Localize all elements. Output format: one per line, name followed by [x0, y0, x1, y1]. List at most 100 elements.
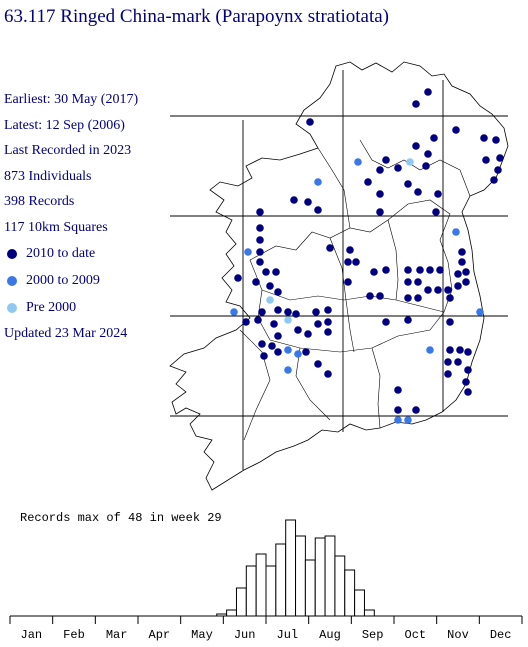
- record-dot: [406, 158, 414, 166]
- record-dot: [462, 378, 470, 386]
- record-dot: [326, 244, 334, 252]
- record-dot: [314, 178, 322, 186]
- record-dot: [314, 206, 322, 214]
- record-dot: [256, 258, 264, 266]
- record-dot: [404, 278, 412, 286]
- record-dot: [424, 286, 432, 294]
- record-dot: [284, 308, 292, 316]
- record-dot: [426, 346, 434, 354]
- record-dot: [464, 388, 472, 396]
- record-dot: [424, 150, 432, 158]
- record-dot: [394, 406, 402, 414]
- record-dot: [364, 178, 372, 186]
- month-label: May: [191, 628, 213, 642]
- record-dot: [412, 142, 420, 150]
- record-dot: [454, 270, 462, 278]
- legend-dot-icon: [7, 275, 17, 286]
- record-dot: [284, 316, 292, 324]
- month-label: Jul: [276, 628, 299, 642]
- record-dot: [382, 318, 390, 326]
- record-dot: [494, 166, 502, 174]
- record-dot: [324, 370, 332, 378]
- legend-label: 2010 to date: [26, 245, 96, 261]
- histogram-bar: [226, 609, 237, 617]
- legend-item: 2000 to 2009: [4, 267, 100, 294]
- record-dot: [404, 180, 412, 188]
- record-dot: [294, 350, 302, 358]
- record-dot: [266, 282, 274, 290]
- record-dot: [414, 278, 422, 286]
- record-dot: [462, 278, 470, 286]
- record-dot: [416, 266, 424, 274]
- record-dot: [412, 406, 420, 414]
- histogram-bar: [363, 609, 375, 617]
- histogram-title: Records max of 48 in week 29: [20, 511, 222, 525]
- squares-count: 117 10km Squares: [4, 219, 108, 235]
- record-dot: [444, 358, 452, 366]
- histogram-bar: [354, 589, 365, 617]
- record-dot: [262, 268, 270, 276]
- record-dot: [312, 308, 320, 316]
- record-dot: [492, 136, 500, 144]
- legend-item: Pre 2000: [4, 294, 100, 321]
- record-dot: [242, 318, 250, 326]
- record-dot: [376, 292, 384, 300]
- individuals-count: 873 Individuals: [4, 168, 92, 184]
- record-dot: [274, 306, 282, 314]
- weekly-histogram: [9, 519, 523, 624]
- histogram-bars: [216, 519, 375, 617]
- record-dot: [452, 126, 460, 134]
- record-dot: [344, 278, 352, 286]
- record-dot: [434, 190, 442, 198]
- record-dot: [370, 268, 378, 276]
- record-dot: [394, 416, 402, 424]
- record-dot: [292, 310, 300, 318]
- record-dot: [376, 190, 384, 198]
- record-dot: [376, 166, 384, 174]
- record-dot: [432, 208, 440, 216]
- record-dot: [284, 366, 292, 374]
- record-dot: [412, 100, 420, 108]
- record-dot: [426, 266, 434, 274]
- record-dot: [404, 294, 412, 302]
- month-label: Apr: [148, 628, 171, 642]
- month-label: Feb: [63, 628, 85, 642]
- record-dot: [302, 348, 310, 356]
- record-dot: [258, 308, 266, 316]
- month-label: Sep: [361, 628, 384, 642]
- grid-lines: [170, 70, 508, 470]
- record-dot: [230, 308, 238, 316]
- latest-record: Latest: 12 Sep (2006): [4, 117, 125, 133]
- record-dot: [446, 346, 454, 354]
- histogram-bar: [235, 587, 247, 617]
- earliest-record: Earliest: 30 May (2017): [4, 92, 139, 107]
- record-dot: [422, 162, 430, 170]
- histogram-bar: [275, 543, 287, 617]
- records-count: 398 Records: [4, 194, 75, 209]
- record-dot: [458, 248, 466, 256]
- record-dot: [344, 258, 352, 266]
- histogram-bar: [285, 519, 297, 617]
- record-dot: [304, 330, 312, 338]
- histogram-bar: [245, 565, 257, 617]
- month-label: Jun: [233, 628, 256, 642]
- record-dot: [268, 342, 276, 350]
- record-dot: [294, 326, 302, 334]
- record-dot: [260, 352, 268, 360]
- record-dot: [258, 340, 266, 348]
- record-dot: [434, 286, 442, 294]
- record-dot: [272, 268, 280, 276]
- updated-date: Updated 23 Mar 2024: [4, 326, 128, 341]
- month-label: Nov: [447, 628, 469, 642]
- histogram-bar: [304, 559, 316, 617]
- record-dot: [270, 320, 278, 328]
- record-dot: [354, 158, 362, 166]
- record-dot: [324, 318, 332, 326]
- record-dot: [414, 294, 422, 302]
- histogram-bar: [265, 565, 277, 617]
- record-dot: [446, 318, 454, 326]
- legend-dot-icon: [7, 302, 17, 313]
- record-dot: [254, 316, 262, 324]
- record-dot: [454, 358, 462, 366]
- record-dot: [444, 370, 452, 378]
